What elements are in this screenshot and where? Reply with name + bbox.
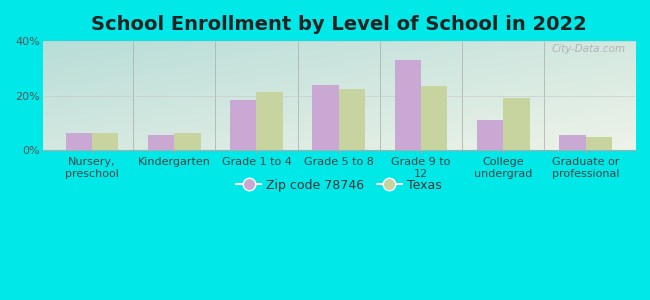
Bar [503,98,530,150]
Bar [313,85,339,150]
Bar [66,133,92,150]
Bar [174,133,200,150]
Legend: Zip code 78746, Texas: Zip code 78746, Texas [231,174,447,196]
Text: City-Data.com: City-Data.com [552,44,626,54]
Bar [230,100,257,150]
Bar [92,133,118,150]
Bar [148,135,174,150]
Title: School Enrollment by Level of School in 2022: School Enrollment by Level of School in … [91,15,587,34]
Bar [477,120,503,150]
Bar [421,86,447,150]
Bar [395,60,421,150]
Bar [257,92,283,150]
Bar [559,135,586,150]
Bar [339,89,365,150]
Bar [586,137,612,150]
